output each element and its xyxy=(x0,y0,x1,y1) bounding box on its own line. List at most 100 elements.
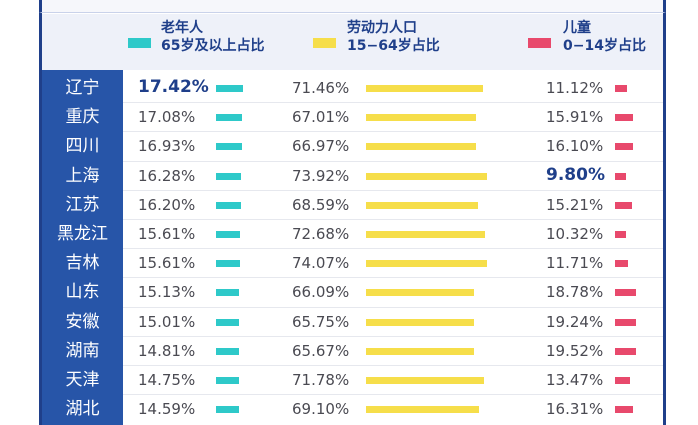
legend-label-workforce-line2: 15−64岁占比 xyxy=(347,38,440,54)
workforce-value-label: 68.59% xyxy=(292,196,350,214)
elderly-bar xyxy=(216,85,243,92)
elderly-bar xyxy=(216,289,239,296)
legend-label-elderly-line2: 65岁及以上占比 xyxy=(161,38,265,54)
elderly-value-label: 16.28% xyxy=(138,167,196,185)
children-value-label: 13.47% xyxy=(546,371,604,389)
legend-swatch-workforce xyxy=(313,38,336,48)
workforce-bar xyxy=(366,260,487,267)
children-bar xyxy=(615,260,628,267)
row-gridline xyxy=(123,365,663,366)
province-label: 四川 xyxy=(65,136,100,156)
row-gridline xyxy=(123,307,663,308)
children-value-label: 11.12% xyxy=(546,79,604,97)
workforce-bar xyxy=(366,202,478,209)
legend-label-children-line2: 0−14岁占比 xyxy=(563,38,646,54)
top-strip xyxy=(39,0,666,13)
children-bar xyxy=(615,85,627,92)
legend-swatch-elderly xyxy=(128,38,151,48)
children-value-label: 16.10% xyxy=(546,137,604,155)
row-gridline xyxy=(123,161,663,162)
children-bar xyxy=(615,114,633,121)
province-label: 吉林 xyxy=(65,253,100,273)
workforce-bar xyxy=(366,114,476,121)
province-label: 天津 xyxy=(65,370,100,390)
elderly-bar xyxy=(216,260,240,267)
elderly-bar xyxy=(216,114,242,121)
children-bar xyxy=(615,406,633,413)
workforce-bar xyxy=(366,289,474,296)
province-label: 辽宁 xyxy=(65,78,100,98)
elderly-value-label: 16.20% xyxy=(138,196,196,214)
elderly-bar xyxy=(216,173,241,180)
elderly-value-label: 15.01% xyxy=(138,313,196,331)
legend-label-children-line1: 儿童 xyxy=(563,20,591,36)
province-column xyxy=(42,70,123,425)
workforce-bar xyxy=(366,85,483,92)
workforce-value-label: 69.10% xyxy=(292,400,350,418)
province-label: 湖北 xyxy=(65,399,100,419)
row-gridline xyxy=(123,277,663,278)
elderly-value-label: 15.61% xyxy=(138,225,196,243)
workforce-bar xyxy=(366,143,476,150)
children-bar xyxy=(615,289,636,296)
workforce-bar xyxy=(366,173,487,180)
workforce-bar xyxy=(366,231,485,238)
elderly-value-label: 17.08% xyxy=(138,108,196,126)
workforce-value-label: 66.97% xyxy=(292,137,350,155)
row-gridline xyxy=(123,131,663,132)
elderly-bar xyxy=(216,202,241,209)
province-label: 黑龙江 xyxy=(57,224,108,244)
elderly-value-label: 14.75% xyxy=(138,371,196,389)
workforce-value-label: 73.92% xyxy=(292,167,350,185)
workforce-value-label: 67.01% xyxy=(292,108,350,126)
row-gridline xyxy=(123,219,663,220)
children-bar xyxy=(615,348,636,355)
elderly-bar xyxy=(216,319,239,326)
elderly-value-label: 14.59% xyxy=(138,400,196,418)
province-label: 江苏 xyxy=(65,195,100,215)
row-gridline xyxy=(123,394,663,395)
workforce-value-label: 65.75% xyxy=(292,313,350,331)
elderly-bar xyxy=(216,348,239,355)
children-bar xyxy=(615,377,630,384)
children-value-label: 19.52% xyxy=(546,342,604,360)
children-bar xyxy=(615,231,626,238)
row-gridline xyxy=(123,102,663,103)
workforce-value-label: 72.68% xyxy=(292,225,350,243)
elderly-value-label: 14.81% xyxy=(138,342,196,360)
workforce-value-label: 74.07% xyxy=(292,254,350,272)
province-label: 山东 xyxy=(65,282,100,302)
workforce-value-label: 71.78% xyxy=(292,371,350,389)
children-value-label: 16.31% xyxy=(546,400,604,418)
children-bar xyxy=(615,173,626,180)
children-value-label: 19.24% xyxy=(546,313,604,331)
elderly-value-label: 15.61% xyxy=(138,254,196,272)
workforce-bar xyxy=(366,348,474,355)
workforce-bar xyxy=(366,377,484,384)
elderly-bar xyxy=(216,377,239,384)
children-bar xyxy=(615,202,632,209)
row-gridline xyxy=(123,190,663,191)
workforce-value-label: 71.46% xyxy=(292,79,350,97)
elderly-bar xyxy=(216,231,240,238)
children-bar xyxy=(615,319,636,326)
workforce-bar xyxy=(366,319,474,326)
elderly-bar xyxy=(216,406,239,413)
legend-swatch-children xyxy=(528,38,551,48)
children-value-label: 18.78% xyxy=(546,283,604,301)
children-value-label: 15.21% xyxy=(546,196,604,214)
row-gridline xyxy=(123,248,663,249)
workforce-bar xyxy=(366,406,479,413)
province-label: 上海 xyxy=(65,166,100,186)
province-label: 湖南 xyxy=(65,341,100,361)
workforce-value-label: 65.67% xyxy=(292,342,350,360)
elderly-value-label: 16.93% xyxy=(138,137,196,155)
children-value-label: 9.80% xyxy=(546,165,605,185)
elderly-value-label: 17.42% xyxy=(138,77,209,97)
legend-label-workforce-line1: 劳动力人口 xyxy=(347,20,417,36)
children-value-label: 11.71% xyxy=(546,254,604,272)
workforce-value-label: 66.09% xyxy=(292,283,350,301)
province-label: 重庆 xyxy=(65,107,100,127)
row-gridline xyxy=(123,336,663,337)
elderly-value-label: 15.13% xyxy=(138,283,196,301)
